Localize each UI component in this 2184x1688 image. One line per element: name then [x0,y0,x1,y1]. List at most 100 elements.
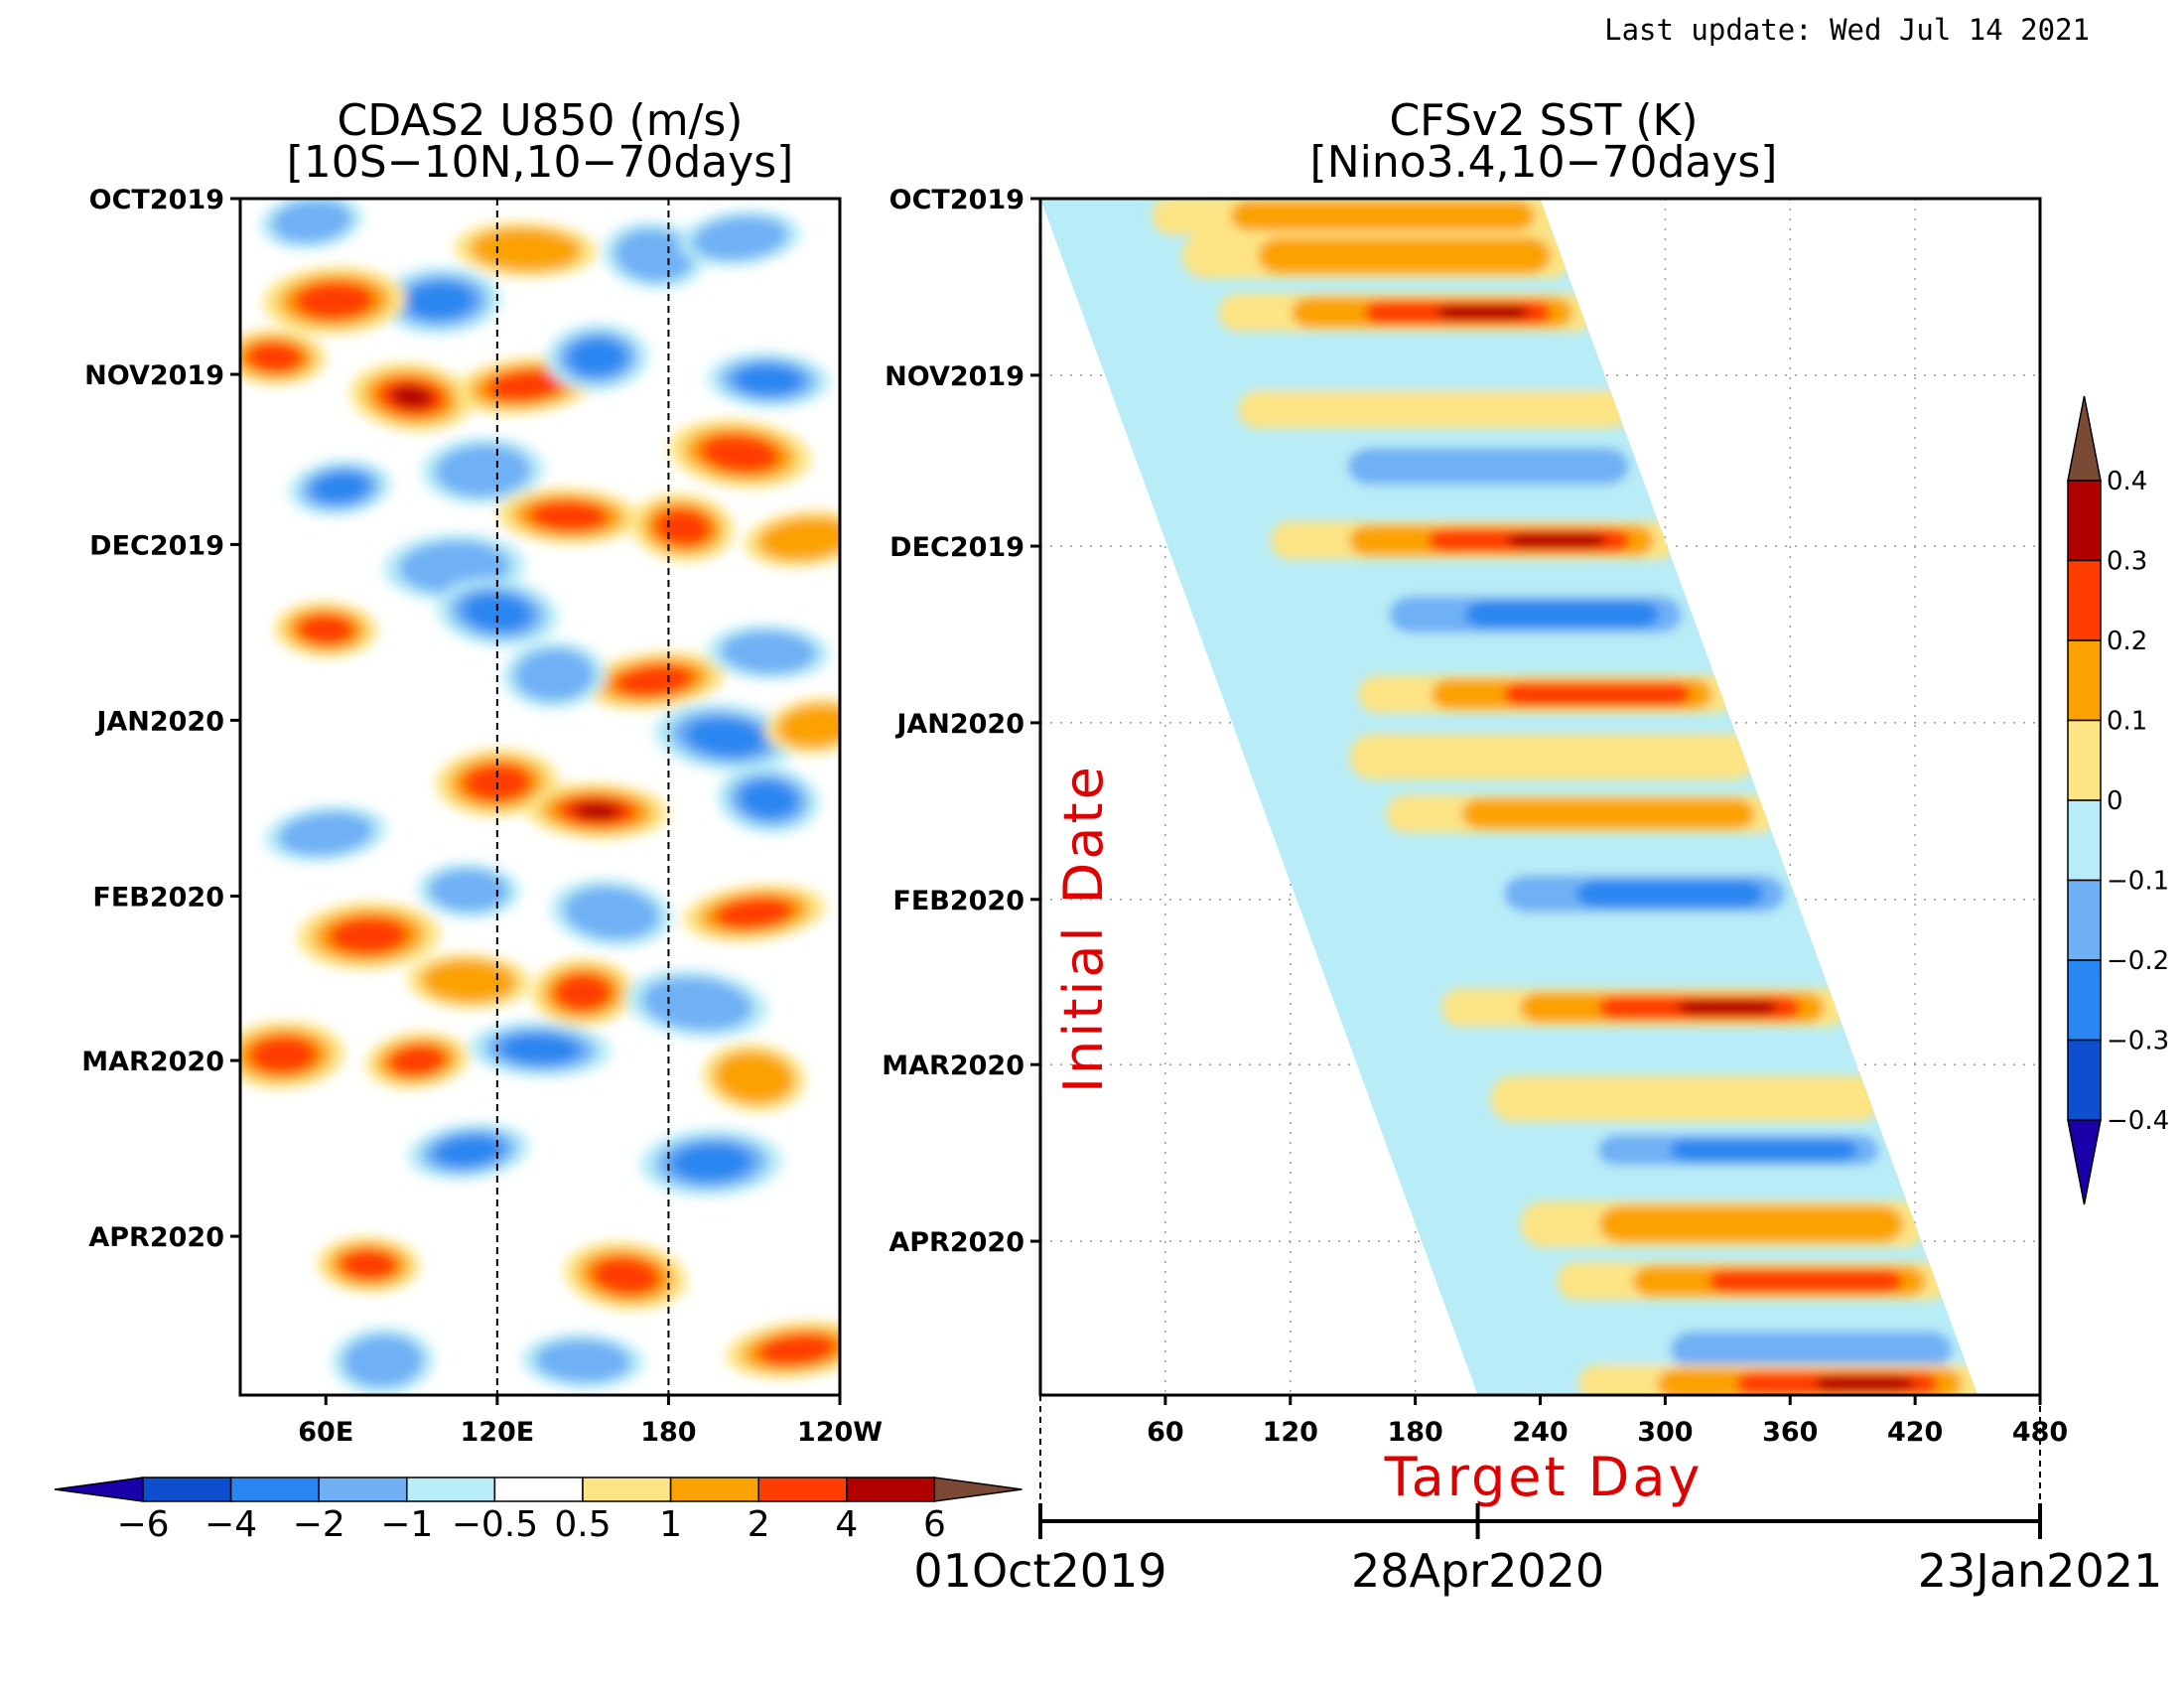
u850-x-tick-label: 60E [298,1417,353,1448]
u850-colorbar-over-arrow [933,1477,1023,1502]
u850-anomaly-blob [407,953,531,1010]
u850-anomaly-blob [240,329,327,385]
u850-plot-frame [238,197,842,1397]
u850-colorbar-under-arrow [54,1477,144,1502]
sst-field [1040,199,1979,1395]
u850-anomaly-blob [744,510,840,568]
u850-anomaly-blob [331,1327,435,1395]
u850-title: CDAS2 U850 (m/s) [338,95,744,146]
sst-y-tick-label: DEC2019 [889,532,1024,563]
sst-y-tick-label: MAR2020 [882,1051,1024,1081]
sst-colorbar-swatch [2067,559,2102,641]
u850-colorbar-label: 4 [835,1504,858,1545]
u850-colorbar-label: −6 [116,1504,169,1545]
u850-anomaly-blob [765,697,840,755]
u850-y-tick-label: MAR2020 [81,1047,224,1077]
u850-colorbar-label: 0.5 [554,1504,611,1545]
u850-anomaly-blob [603,220,706,290]
sst-colorbar-label: 0.2 [2107,627,2147,656]
u850-anomaly-blob [288,459,392,516]
u850-anomaly-blob [274,601,378,658]
u850-anomaly-blob [297,902,441,970]
sst-title: CFSv2 SST (K) [1389,95,1698,146]
u850-y-tick-label: APR2020 [88,1222,224,1253]
u850-colorbar-swatch [846,1477,936,1502]
sst-colorbar-swatch [2067,480,2102,562]
u850-panel: CDAS2 U850 (m/s) [10S−10N,10−70days] OCT… [81,95,883,1448]
sst-x-tick-label: 120 [1263,1417,1318,1448]
u850-colorbar-swatch [493,1477,584,1502]
sst-x-tick-label: 360 [1762,1417,1818,1448]
sst-y-tick-label: FEB2020 [892,886,1024,916]
u850-anomaly-blob [525,782,669,839]
sst-colorbar-label: −0.4 [2107,1106,2169,1136]
sst-colorbar-swatch [2067,879,2102,961]
u850-anomaly-blob [630,492,735,562]
u850-y-tick-label: JAN2020 [94,706,224,737]
u850-anomaly-blob [678,210,802,267]
u850-subtitle: [10S−10N,10−70days] [287,137,794,188]
u850-colorbar-label: −4 [205,1504,257,1545]
u850-anomaly-blob [421,437,545,505]
sst-anomaly-band [1490,1075,1882,1122]
u850-x-tick-label: 180 [640,1417,696,1448]
last-update-stamp: Last update: Wed Jul 14 2021 [1604,13,2090,47]
sst-anomaly-band [1578,1364,1979,1395]
u850-anomaly-blob [702,1043,806,1112]
u850-anomaly-blob [683,884,826,942]
sst-date-label: 01Oct2019 [913,1544,1166,1598]
u850-anomaly-blob [349,362,474,432]
sst-anomaly-band [1152,199,1559,235]
u850-anomaly-blob [707,624,831,680]
u850-x-tick-label: 120W [797,1417,883,1448]
u850-colorbar: −6 −4 −2 −1 −0.5 0.5 1 2 4 6 [54,1477,1023,1545]
sst-colorbar-label: 0 [2107,786,2123,816]
sst-x-tick-label: 420 [1887,1417,1943,1448]
sst-date-axis: 01Oct2019 28Apr2020 23Jan2021 [913,1395,2162,1598]
sst-y-tick-label: NOV2019 [885,361,1024,392]
u850-colorbar-swatch [318,1477,408,1502]
u850-colorbar-label: 1 [659,1504,682,1545]
sst-colorbar-label: 0.3 [2107,547,2147,577]
u850-anomaly-blob [317,1236,421,1293]
u850-anomaly-blob [496,488,640,544]
sst-colorbar-swatch [2067,719,2102,801]
u850-y-tick-label: NOV2019 [84,360,224,391]
sst-x-axis: 60 120 180 240 300 360 420 480 [1147,1395,2068,1448]
u850-anomaly-blob [262,266,406,335]
sst-colorbar-swatch [2067,639,2102,722]
u850-anomaly-blob [654,702,797,773]
sst-anomaly-band [1238,390,1630,429]
sst-anomaly-band [1386,794,1778,833]
sst-anomaly-band [1525,1131,1901,1170]
u850-y-tick-label: DEC2019 [89,530,224,561]
sst-colorbar-label: −0.3 [2107,1027,2169,1056]
u850-anomaly-blob [550,879,673,948]
sst-date-label: 28Apr2020 [1351,1544,1604,1598]
sst-anomaly-band [1597,1327,1975,1373]
u850-anomaly-blob [407,1122,530,1181]
sst-colorbar-label: −0.2 [2107,946,2169,976]
u850-anomaly-blob [240,1021,345,1089]
sst-anomaly-band [1557,1262,1949,1301]
sst-x-tick-label: 300 [1637,1417,1693,1448]
u850-reference-lines [495,199,670,1395]
sst-ylabel: Initial Date [1052,764,1115,1093]
sst-colorbar-under-arrow [2067,1119,2102,1205]
sst-anomaly-band [1270,521,1678,560]
sst-anomaly-band [1218,293,1595,332]
u850-anomaly-blob [521,1333,645,1389]
u850-anomaly-blob [707,352,831,408]
sst-anomaly-band [1440,988,1848,1027]
u850-colorbar-swatch [669,1477,759,1502]
u850-anomaly-blob [564,1241,688,1311]
sst-xlabel: Target Day [1384,1446,1704,1508]
sst-anomaly-band [1181,232,1573,279]
u850-colorbar-label: 6 [923,1504,946,1545]
u850-anomaly-blob [264,805,388,863]
u850-colorbar-swatch [582,1477,672,1502]
sst-y-axis: OCT2019 NOV2019 DEC2019 JAN2020 FEB2020 MAR20… [882,185,1040,1258]
u850-anomaly-blob [417,862,521,918]
sst-panel: CFSv2 SST (K) [Nino3.4,10−70days] OCT201… [882,95,2162,1598]
